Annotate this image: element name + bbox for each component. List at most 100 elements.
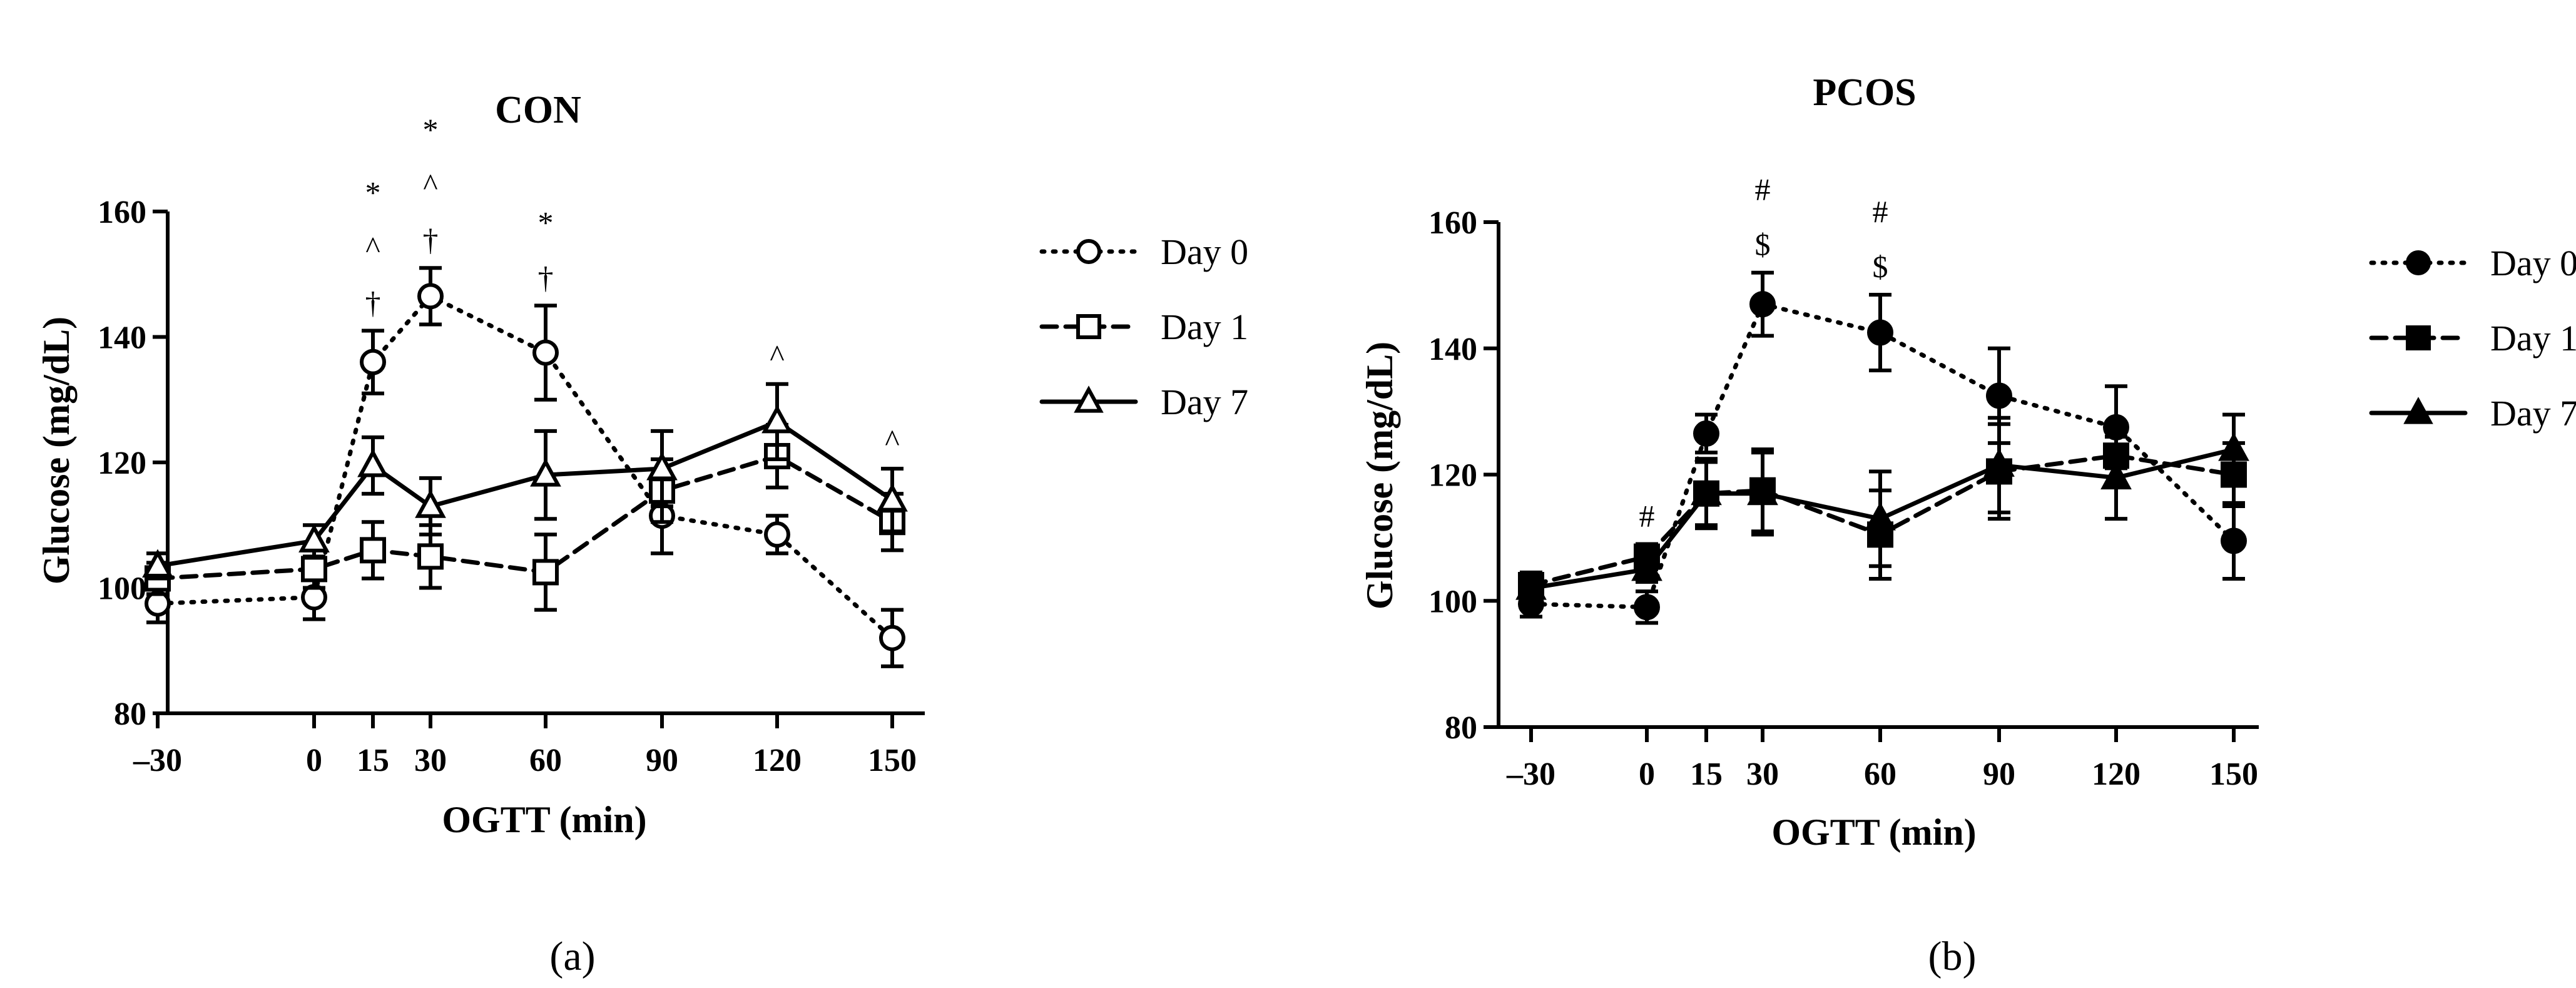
- chart-title: CON: [495, 89, 581, 131]
- y-tick-label: 80: [1445, 710, 1477, 746]
- data-point-triangle: [877, 483, 908, 512]
- significance-marker: †: [365, 285, 381, 320]
- y-tick-label: 160: [1428, 205, 1477, 241]
- y-axis-title: Glucose (mg/dL): [36, 317, 77, 584]
- data-point-circle: [1749, 291, 1776, 318]
- x-tick-label: 120: [753, 743, 802, 778]
- data-point-circle: [1634, 594, 1660, 621]
- legend-label: Day 0: [2490, 243, 2576, 283]
- x-tick-label: 15: [357, 743, 389, 778]
- panel-con: CON Glucose (mg/dL) OGTT (min) (a) 80 100…: [36, 89, 1248, 979]
- chart-title: PCOS: [1813, 71, 1916, 114]
- x-tick-label: 150: [868, 743, 917, 778]
- data-point-triangle: [1515, 571, 1547, 600]
- data-point-triangle: [530, 458, 561, 487]
- significance-marker: ^: [885, 423, 899, 458]
- data-point-triangle: [415, 489, 446, 518]
- significance-marker: ^: [423, 167, 437, 202]
- data-point-circle: [1867, 319, 1893, 346]
- data-point-circle: [1693, 420, 1719, 447]
- y-tick-label: 140: [98, 320, 146, 356]
- x-tick-label: 150: [2209, 756, 2258, 792]
- data-point-circle: [360, 349, 386, 375]
- data-point-circle: [764, 521, 790, 548]
- data-point-triangle: [1631, 552, 1662, 581]
- data-point-circle: [417, 283, 444, 310]
- significance-marker: ^: [770, 339, 784, 374]
- y-tick-label: 100: [98, 571, 146, 607]
- data-point-triangle: [761, 404, 793, 434]
- data-point-triangle: [2100, 461, 2132, 490]
- significance-marker: *: [538, 205, 554, 240]
- data-point-triangle: [646, 452, 678, 481]
- data-point-square: [417, 543, 444, 570]
- y-tick-label: 100: [1428, 584, 1477, 619]
- data-point-triangle: [1074, 385, 1104, 413]
- axes: 80 100 120 140 160 –30 0 15 30 60 90 120 150: [98, 195, 925, 778]
- legend-label: Day 1: [2490, 318, 2576, 359]
- x-axis-title: OGTT (min): [442, 799, 646, 840]
- data-point-circle: [2221, 527, 2247, 554]
- series-line: [155, 293, 895, 641]
- legend-label: Day 0: [1161, 232, 1248, 272]
- axes: 80 100 120 140 160 –30 0 15 30 60 90 120 150: [1428, 205, 2259, 792]
- legend: Day 0 Day 1 Day 7: [2369, 243, 2576, 434]
- x-tick-label: 60: [1864, 756, 1896, 792]
- x-tick-label: 90: [1983, 756, 2015, 792]
- y-tick-label: 120: [98, 446, 146, 481]
- annotations: # # $ # $: [1639, 172, 1888, 534]
- legend-entry: Day 0: [2369, 243, 2576, 283]
- data-point-circle: [1986, 382, 2012, 409]
- x-tick-label: 0: [1639, 756, 1655, 792]
- y-tick-label: 120: [1428, 458, 1477, 494]
- legend: Day 0 Day 1 Day 7: [1039, 232, 1248, 422]
- significance-marker: #: [1639, 498, 1655, 533]
- significance-marker: *: [423, 112, 439, 147]
- y-tick-label: 160: [98, 195, 146, 230]
- panel-label: (a): [549, 934, 595, 979]
- x-tick-label: 120: [2092, 756, 2141, 792]
- data-point-triangle: [1865, 502, 1896, 531]
- series-day-7: [142, 382, 908, 581]
- series-line: [155, 419, 895, 568]
- data-point-triangle: [1691, 476, 1722, 506]
- significance-marker: $: [1755, 227, 1771, 262]
- data-point-triangle: [2218, 432, 2249, 461]
- legend-label: Day 1: [1161, 307, 1248, 347]
- x-tick-label: –30: [1506, 756, 1555, 792]
- x-tick-label: 60: [529, 743, 562, 778]
- data-point-triangle: [142, 549, 173, 578]
- series-day-1: [145, 422, 905, 612]
- x-tick-label: –30: [133, 743, 182, 778]
- data-point-square: [1076, 314, 1101, 339]
- panel-pcos: PCOS Glucose (mg/dL) OGTT (min) (b) 80 10…: [1359, 71, 2576, 979]
- series-day-7: [1515, 412, 2249, 603]
- panel-label: (b): [1928, 934, 1977, 979]
- legend-entry: Day 7: [2369, 393, 2576, 434]
- legend-entry: Day 0: [1039, 232, 1248, 272]
- y-tick-label: 140: [1428, 332, 1477, 367]
- y-axis-title: Glucose (mg/dL): [1359, 342, 1400, 609]
- legend-entry: Day 7: [1039, 382, 1248, 422]
- x-tick-label: 30: [1746, 756, 1779, 792]
- data-point-square: [532, 559, 559, 586]
- legend-entry: Day 1: [2369, 318, 2576, 359]
- significance-marker: *: [365, 175, 381, 210]
- significance-marker: #: [1755, 172, 1771, 207]
- x-tick-label: 15: [1690, 756, 1723, 792]
- series-layer: [142, 266, 908, 668]
- annotations: * ^ † * ^ † * † ^ ^: [365, 112, 900, 458]
- data-point-circle: [532, 339, 559, 366]
- x-tick-label: 30: [414, 743, 447, 778]
- data-point-square: [2406, 325, 2431, 350]
- data-point-triangle: [2403, 397, 2433, 424]
- data-point-square: [301, 556, 327, 583]
- significance-marker: †: [423, 222, 439, 257]
- data-point-triangle: [1747, 476, 1778, 506]
- data-point-circle: [879, 624, 905, 651]
- significance-marker: #: [1873, 194, 1888, 229]
- x-tick-label: 90: [646, 743, 678, 778]
- significance-marker: ^: [365, 230, 380, 265]
- significance-marker: †: [538, 260, 554, 295]
